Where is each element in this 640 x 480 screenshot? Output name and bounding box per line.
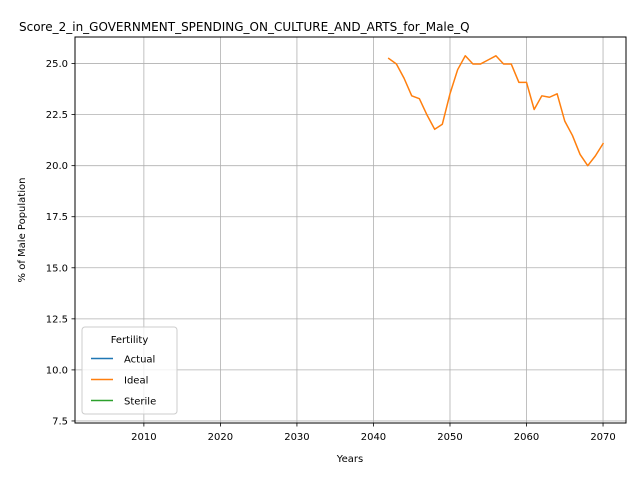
legend-label-sterile: Sterile bbox=[124, 397, 156, 408]
y-tick-label: 20.0 bbox=[46, 161, 68, 172]
plot-frame bbox=[74, 36, 627, 424]
y-tick-label: 12.5 bbox=[46, 314, 68, 325]
series-layer bbox=[387, 55, 605, 167]
legend-label-ideal: Ideal bbox=[124, 376, 148, 387]
x-axis-title: Years bbox=[336, 454, 363, 465]
x-tick-label: 2030 bbox=[284, 432, 309, 443]
y-tick-label: 25.0 bbox=[46, 59, 68, 70]
x-tick-label: 2070 bbox=[590, 432, 615, 443]
x-tick-label: 2020 bbox=[208, 432, 233, 443]
series-line-ideal bbox=[387, 55, 605, 167]
x-tick-label: 2040 bbox=[361, 432, 386, 443]
legend-box bbox=[81, 326, 178, 415]
legend-title: Fertility bbox=[111, 335, 149, 346]
grid-lines bbox=[75, 37, 626, 423]
legend: Fertility Actual Ideal Sterile bbox=[81, 326, 178, 415]
legend-label-actual: Actual bbox=[124, 355, 155, 366]
x-tick-label: 2060 bbox=[514, 432, 539, 443]
x-tick-label: 2050 bbox=[437, 432, 462, 443]
y-axis: 7.5 10.0 12.5 15.0 17.5 20.0 22.5 25.0 bbox=[46, 59, 75, 427]
y-tick-label: 10.0 bbox=[46, 365, 68, 376]
y-tick-label: 17.5 bbox=[46, 212, 68, 223]
y-axis-title: % of Male Population bbox=[17, 178, 28, 283]
y-tick-label: 22.5 bbox=[46, 110, 68, 121]
x-axis: 2010 2020 2030 2040 2050 2060 2070 bbox=[131, 423, 616, 443]
y-tick-label: 15.0 bbox=[46, 263, 68, 274]
y-tick-label: 7.5 bbox=[52, 416, 68, 427]
chart-title: Score_2_in_GOVERNMENT_SPENDING_ON_CULTUR… bbox=[19, 20, 470, 34]
x-tick-label: 2010 bbox=[131, 432, 156, 443]
